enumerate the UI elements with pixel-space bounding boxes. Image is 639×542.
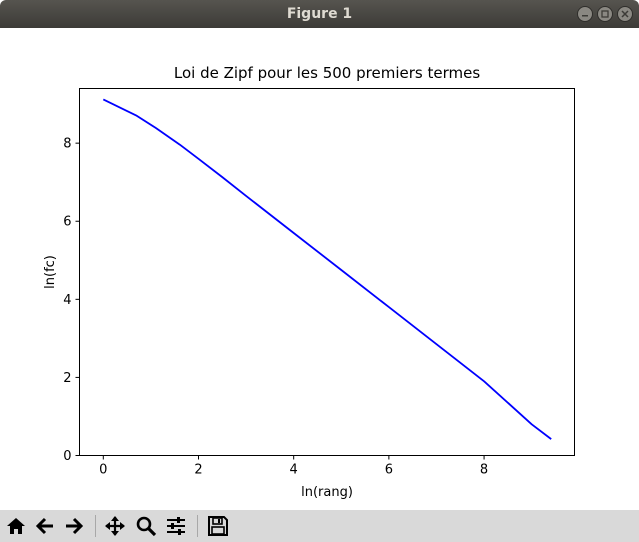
series-line	[102, 98, 552, 440]
x-axis: 0 2 4 6 8	[99, 455, 488, 478]
toolbar-separator	[95, 515, 96, 537]
y-tick-label: 2	[63, 371, 71, 386]
window-title: Figure 1	[286, 6, 353, 22]
x-tick-label: 8	[480, 463, 488, 478]
y-tick-label: 0	[63, 449, 71, 464]
pan-button[interactable]	[102, 513, 128, 539]
minimize-icon	[582, 15, 588, 17]
sliders-icon	[167, 517, 185, 535]
maximize-icon	[601, 10, 609, 18]
toolbar-separator	[197, 515, 198, 537]
x-axis-label: ln(rang)	[301, 485, 353, 500]
minimize-button[interactable]	[577, 6, 593, 22]
maximize-button[interactable]	[597, 6, 613, 22]
configure-subplots-button[interactable]	[163, 513, 189, 539]
y-axis: 0 2 4 6 8	[63, 137, 80, 464]
arrow-right-icon	[66, 517, 84, 535]
figure-canvas[interactable]: Loi de Zipf pour les 500 premiers termes…	[0, 28, 639, 510]
move-icon	[105, 516, 125, 536]
magnifier-icon	[136, 516, 157, 537]
x-tick-label: 6	[385, 463, 393, 478]
y-tick-label: 4	[63, 293, 71, 308]
navigation-toolbar	[0, 510, 639, 542]
close-button[interactable]	[617, 6, 633, 22]
zoom-button[interactable]	[133, 513, 159, 539]
title-bar[interactable]: Figure 1	[0, 0, 639, 28]
plot-area	[79, 88, 575, 456]
floppy-disk-icon	[208, 516, 228, 536]
x-tick-label: 4	[290, 463, 298, 478]
chart-title: Loi de Zipf pour les 500 premiers termes	[174, 64, 480, 82]
x-tick-label: 0	[99, 463, 107, 478]
y-tick-label: 8	[63, 137, 71, 152]
y-tick-label: 6	[63, 215, 71, 230]
line-chart: Loi de Zipf pour les 500 premiers termes…	[43, 64, 575, 500]
arrow-left-icon	[35, 517, 53, 535]
forward-button[interactable]	[61, 513, 87, 539]
x-tick-label: 2	[194, 463, 202, 478]
home-icon	[7, 518, 25, 534]
back-button[interactable]	[32, 513, 58, 539]
close-icon	[621, 10, 629, 18]
series-layer	[102, 98, 552, 440]
y-axis-label: ln(fc)	[43, 255, 58, 289]
home-button[interactable]	[3, 513, 29, 539]
save-button[interactable]	[205, 513, 231, 539]
